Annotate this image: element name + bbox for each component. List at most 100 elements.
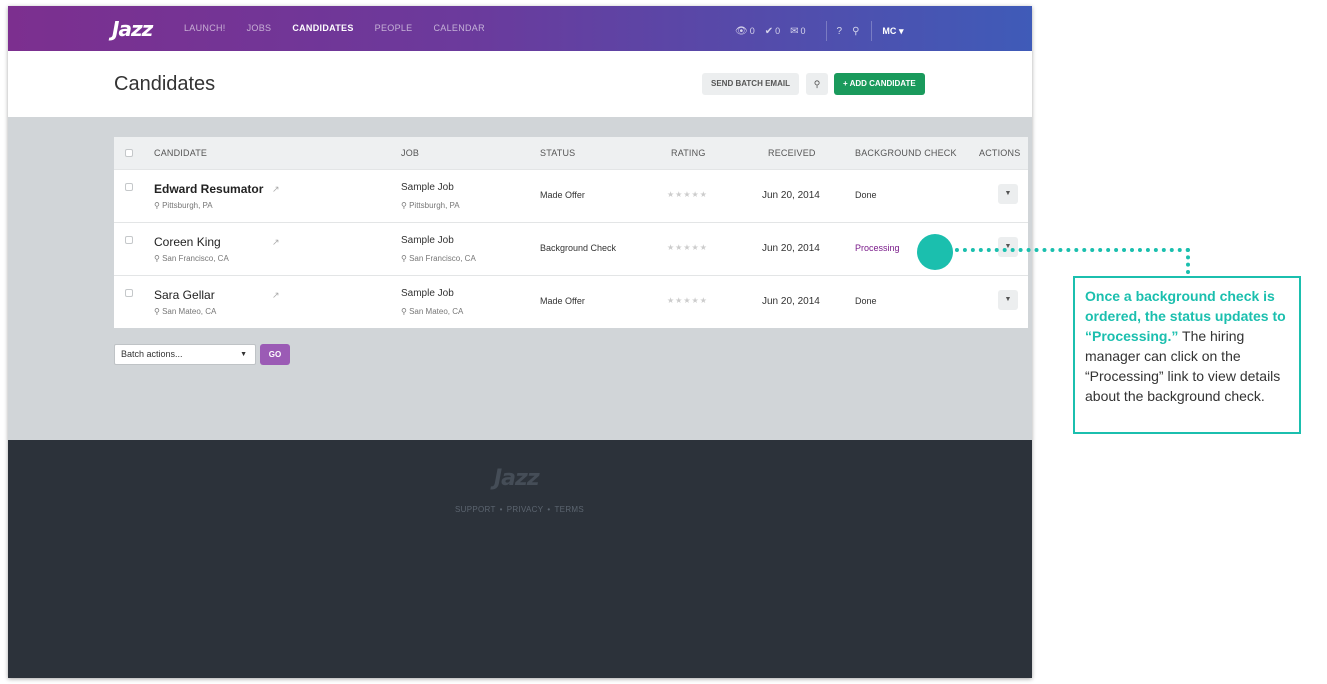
- external-link-icon[interactable]: ↗: [272, 237, 280, 247]
- chevron-down-icon: ▼: [1004, 190, 1012, 197]
- map-pin-icon: ⚲: [154, 307, 160, 316]
- job-location: ⚲ San Mateo, CA: [401, 307, 463, 316]
- candidate-location-text: San Mateo, CA: [162, 307, 217, 316]
- column-header-background-check[interactable]: BACKGROUND CHECK: [855, 148, 957, 158]
- chevron-down-icon: ▼: [1004, 296, 1012, 303]
- table-row[interactable]: Coreen King ↗ ⚲ San Francisco, CA Sample…: [114, 222, 1028, 275]
- nav-calendar[interactable]: CALENDAR: [433, 23, 485, 33]
- table-row[interactable]: Edward Resumator ↗ ⚲ Pittsburgh, PA Samp…: [114, 169, 1028, 222]
- candidate-name[interactable]: Coreen King: [154, 235, 221, 249]
- user-initials: MC: [882, 25, 897, 36]
- map-pin-icon: ⚲: [401, 307, 407, 316]
- page-title: Candidates: [114, 73, 216, 95]
- background-check-status: Done: [855, 296, 877, 306]
- external-link-icon[interactable]: ↗: [272, 290, 280, 300]
- candidate-name[interactable]: Edward Resumator: [154, 182, 264, 196]
- batch-actions-select[interactable]: Batch actions... ▼: [114, 344, 256, 365]
- background-check-status: Done: [855, 190, 877, 200]
- rating-stars[interactable]: ★★★★★: [667, 243, 708, 252]
- candidate-location: ⚲ San Francisco, CA: [154, 254, 229, 263]
- job-name[interactable]: Sample Job: [401, 182, 454, 193]
- status-cell: Background Check: [540, 243, 617, 253]
- search-button[interactable]: ⚲: [806, 73, 828, 95]
- chevron-down-icon: ▾: [898, 25, 904, 36]
- received-date: Jun 20, 2014: [762, 296, 820, 307]
- map-pin-icon: ⚲: [154, 201, 160, 210]
- user-menu[interactable]: MC ▾: [882, 26, 903, 37]
- nav-divider: [825, 21, 827, 41]
- nav-launch[interactable]: LAUNCH!: [184, 23, 226, 33]
- footer-link-terms[interactable]: TERMS: [554, 505, 584, 514]
- nav-links: LAUNCH! JOBS CANDIDATES PEOPLE CALENDAR: [184, 23, 506, 33]
- row-checkbox[interactable]: [125, 289, 133, 297]
- search-icon[interactable]: ⚲: [852, 25, 860, 37]
- nav-people[interactable]: PEOPLE: [374, 23, 413, 33]
- chevron-down-icon: ▼: [240, 351, 247, 358]
- map-pin-icon: ⚲: [401, 254, 407, 263]
- candidate-location: ⚲ Pittsburgh, PA: [154, 201, 213, 210]
- job-location: ⚲ Pittsburgh, PA: [401, 201, 460, 210]
- page-header: Candidates SEND BATCH EMAIL ⚲ + ADD CAND…: [8, 51, 1032, 117]
- nav-candidates[interactable]: CANDIDATES: [292, 23, 354, 33]
- callout-connector-line: [947, 248, 1190, 252]
- help-icon[interactable]: ?: [836, 25, 843, 37]
- rating-stars[interactable]: ★★★★★: [667, 190, 708, 199]
- eye-count: 0: [749, 26, 755, 36]
- footer-link-privacy[interactable]: PRIVACY: [506, 505, 544, 514]
- nav-jobs[interactable]: JOBS: [246, 23, 272, 33]
- table-row[interactable]: Sara Gellar ↗ ⚲ San Mateo, CA Sample Job…: [114, 275, 1028, 328]
- candidate-name[interactable]: Sara Gellar: [154, 288, 215, 302]
- top-navbar: Jazz LAUNCH! JOBS CANDIDATES PEOPLE CALE…: [8, 6, 1032, 51]
- envelope-count: 0: [800, 26, 806, 36]
- footer-logo: Jazz: [494, 466, 540, 491]
- job-location: ⚲ San Francisco, CA: [401, 254, 476, 263]
- row-actions-dropdown[interactable]: ▼: [998, 290, 1018, 310]
- select-all-checkbox[interactable]: [125, 149, 133, 157]
- status-cell: Made Offer: [540, 296, 585, 306]
- callout-text: The hiring manager can click on the “Pro…: [1085, 328, 1281, 404]
- annotation-callout: Once a background check is ordered, the …: [1073, 276, 1301, 434]
- batch-actions-label: Batch actions...: [121, 349, 183, 359]
- external-link-icon[interactable]: ↗: [272, 184, 280, 194]
- go-button[interactable]: GO: [260, 344, 290, 365]
- callout-highlight: Once a background check is ordered, the …: [1085, 288, 1286, 344]
- row-actions-dropdown[interactable]: ▼: [998, 184, 1018, 204]
- status-cell: Made Offer: [540, 190, 585, 200]
- footer-links: SUPPORT • PRIVACY • TERMS: [455, 505, 584, 514]
- column-header-received[interactable]: RECEIVED: [768, 148, 816, 158]
- column-header-status[interactable]: STATUS: [540, 148, 576, 158]
- add-candidate-button[interactable]: + ADD CANDIDATE: [834, 73, 925, 95]
- column-header-rating[interactable]: RATING: [671, 148, 706, 158]
- envelope-icon[interactable]: ✉: [790, 25, 799, 37]
- column-header-job[interactable]: JOB: [401, 148, 420, 158]
- nav-divider: [871, 21, 873, 41]
- job-location-text: San Mateo, CA: [409, 307, 464, 316]
- separator-dot: •: [547, 505, 551, 514]
- received-date: Jun 20, 2014: [762, 243, 820, 254]
- candidates-table: CANDIDATE JOB STATUS RATING RECEIVED BAC…: [114, 137, 1028, 328]
- app-window: Jazz LAUNCH! JOBS CANDIDATES PEOPLE CALE…: [8, 6, 1032, 678]
- nav-right: 👁 0 ✔ 0 ✉ 0 ? ⚲ MC ▾: [735, 21, 903, 41]
- callout-marker: [917, 234, 953, 270]
- row-checkbox[interactable]: [125, 236, 133, 244]
- background-check-processing-link[interactable]: Processing: [855, 243, 900, 253]
- map-pin-icon: ⚲: [154, 254, 160, 263]
- eye-icon[interactable]: 👁: [735, 25, 748, 37]
- job-location-text: San Francisco, CA: [409, 254, 476, 263]
- check-count: 0: [775, 26, 781, 36]
- row-actions-dropdown[interactable]: ▼: [998, 237, 1018, 257]
- job-location-text: Pittsburgh, PA: [409, 201, 460, 210]
- send-batch-email-button[interactable]: SEND BATCH EMAIL: [702, 73, 799, 95]
- rating-stars[interactable]: ★★★★★: [667, 296, 708, 305]
- row-checkbox[interactable]: [125, 183, 133, 191]
- column-header-actions: ACTIONS: [979, 148, 1021, 158]
- search-icon: ⚲: [813, 79, 821, 89]
- column-header-candidate[interactable]: CANDIDATE: [154, 148, 208, 158]
- separator-dot: •: [499, 505, 503, 514]
- table-header: CANDIDATE JOB STATUS RATING RECEIVED BAC…: [114, 137, 1028, 169]
- job-name[interactable]: Sample Job: [401, 235, 454, 246]
- jazz-logo[interactable]: Jazz: [112, 17, 153, 41]
- footer-link-support[interactable]: SUPPORT: [455, 505, 496, 514]
- check-icon[interactable]: ✔: [764, 25, 774, 37]
- job-name[interactable]: Sample Job: [401, 288, 454, 299]
